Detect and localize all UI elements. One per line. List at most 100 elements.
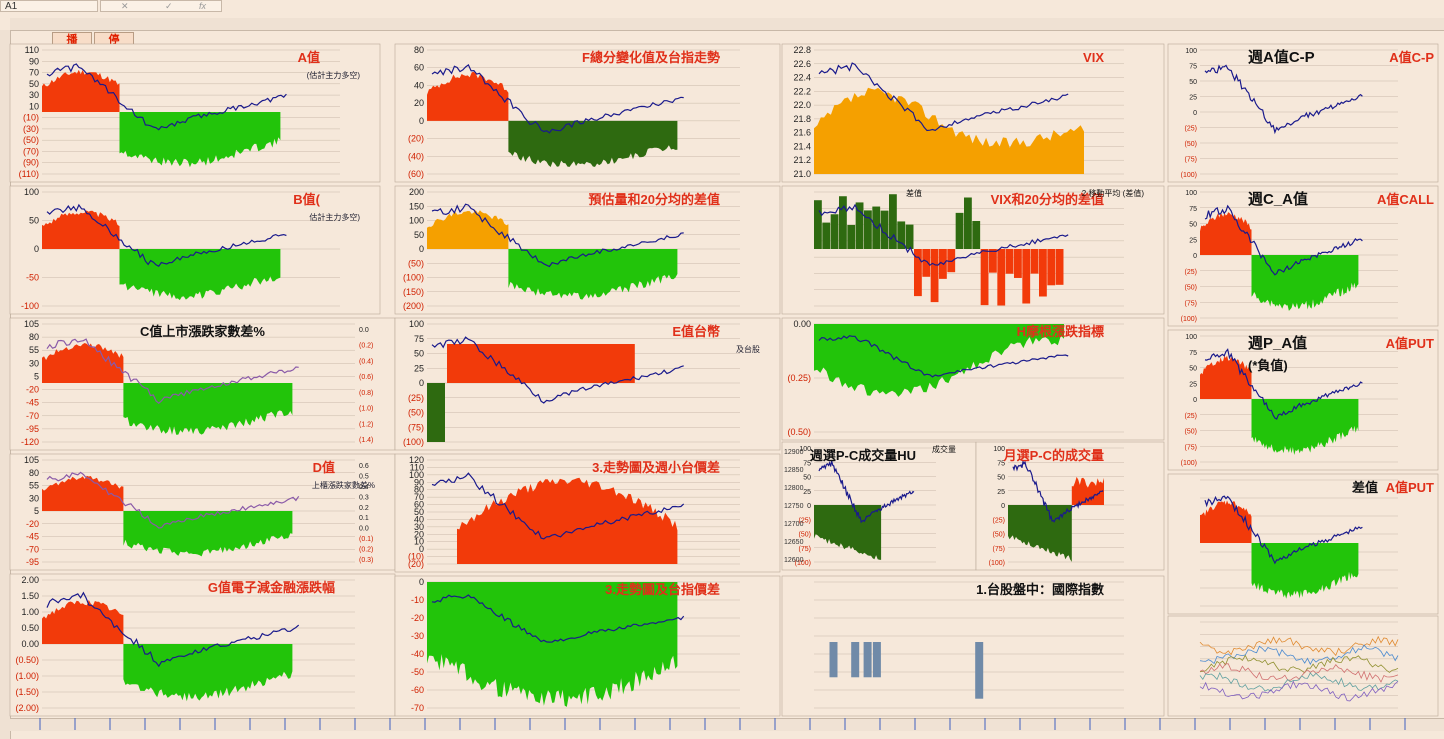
- y-tick-label: (1.00): [15, 671, 39, 681]
- positive-area: [42, 343, 124, 383]
- panel-title: 週P_A值: [1248, 334, 1307, 352]
- y-tick-label: 80: [414, 45, 424, 55]
- y-tick-label: -30: [411, 631, 424, 641]
- y-tick-label: 10: [414, 537, 424, 547]
- y-tick-label: (70): [23, 146, 39, 156]
- y-tick-label: 21.4: [793, 141, 811, 151]
- index-line: [1204, 204, 1363, 276]
- y-tick-label: 75: [803, 460, 811, 467]
- y2-tick-label: (0.4): [359, 358, 373, 365]
- name-box[interactable]: A1: [0, 0, 98, 12]
- y-tick-label: -20: [26, 519, 39, 529]
- y-tick-label: (50): [408, 408, 424, 418]
- y-tick-label: 55: [29, 481, 39, 491]
- spread-area: [457, 477, 678, 564]
- y-tick-label: (25): [993, 517, 1005, 524]
- bottom-axis-strip: [10, 718, 1444, 731]
- y-tick-label: 50: [414, 230, 424, 240]
- y-tick-label: 21.6: [793, 128, 811, 138]
- y-tick-label: 100: [409, 216, 424, 226]
- y-tick-label: (75): [1185, 444, 1197, 451]
- formula-bar[interactable]: ✕ ✓ fx: [100, 0, 222, 12]
- index-line: [1012, 459, 1104, 523]
- function-icon[interactable]: fx: [199, 1, 207, 11]
- negative-area: [1251, 255, 1359, 311]
- panel-title: C值上市漲跌家數差%: [140, 324, 265, 339]
- panel-subtitle: 及台股: [736, 344, 760, 354]
- diff-bar: [1014, 249, 1022, 278]
- y-tick-label: 100: [799, 446, 811, 453]
- panel-title: G值電子減金融漲跌幅: [208, 580, 335, 595]
- y-tick-label: -95: [26, 557, 39, 567]
- panel-frame: [394, 317, 781, 451]
- y-tick-label: 100: [993, 446, 1005, 453]
- panel-title: B值(: [293, 192, 320, 207]
- y-tick-label: (100): [1181, 316, 1197, 323]
- legend-label: 差值: [906, 188, 922, 198]
- chart-panel-6: 200 150 100 50 0 (50) (100) (150) (200) 預估量和20分均的…: [394, 185, 781, 315]
- y-tick-label: (75): [799, 546, 811, 553]
- y-tick-label: (60): [408, 169, 424, 179]
- y-tick-label: 70: [29, 68, 39, 78]
- y2-tick-label: (0.8): [359, 390, 373, 397]
- y-tick-label: 22.0: [793, 100, 811, 110]
- diff-bar: [847, 224, 856, 249]
- panel-title: A值: [298, 50, 320, 65]
- legend-label: 2 移動平均 (差值): [1082, 188, 1145, 198]
- y-tick-label: (30): [23, 124, 39, 134]
- chart-panel-19: 0 -10 -20 -30 -40 -50 -60 -70 3.走勢圖及台指價差: [394, 575, 781, 717]
- y-tick-label: 0: [1193, 397, 1197, 404]
- y-tick-label: 70: [414, 492, 424, 502]
- y-tick-label: (100): [989, 560, 1005, 567]
- chart-panel-15: 100 75 50 25 0 (25) (50) (75) (100) 12900 12850 128…: [781, 441, 977, 571]
- y-tick-label: 105: [24, 455, 39, 465]
- panel-title: 預估量和20分均的差值: [589, 192, 720, 207]
- y-tick-label: (50): [23, 135, 39, 145]
- y-tick-label: -50: [411, 667, 424, 677]
- y-tick-label: 50: [997, 475, 1005, 482]
- panel-title-2: A值CALL: [1377, 192, 1434, 207]
- confirm-icon[interactable]: ✓: [165, 1, 173, 11]
- index-line: [431, 472, 685, 540]
- chart-panel-8: 100 75 50 25 0 (25) (50) (75) (100) 週C_A值 A值CALL: [1167, 185, 1439, 327]
- y-tick-label: (100): [403, 437, 424, 447]
- y-tick-label: 60: [414, 63, 424, 73]
- y-tick-label: 0.00: [793, 319, 811, 329]
- column-headers[interactable]: [10, 18, 1444, 31]
- y-tick-label: 150: [409, 201, 424, 211]
- y-tick-label: 110: [25, 45, 39, 55]
- y-tick-label: 50: [29, 216, 39, 226]
- y-tick-label: (100): [403, 273, 424, 283]
- y-tick-label: 50: [803, 475, 811, 482]
- y-tick-label: 100: [409, 470, 424, 480]
- panel-title: E值台幣: [672, 324, 720, 339]
- index-line: [818, 203, 1069, 267]
- y-tick-label: 20: [414, 529, 424, 539]
- cancel-icon[interactable]: ✕: [121, 1, 129, 11]
- y-tick-label: -20: [26, 385, 39, 395]
- index-line: [818, 335, 1069, 378]
- y-tick-label: 100: [1185, 48, 1197, 55]
- y-tick-label: (25): [799, 517, 811, 524]
- negative-area: [508, 120, 678, 167]
- y2-tick-label: 0.0: [359, 327, 369, 334]
- y-tick-label: 25: [1189, 381, 1197, 388]
- y-tick-label: (25): [1185, 126, 1197, 133]
- index-line: [818, 62, 1069, 132]
- chart-panel-9: 105 80 55 30 5 -20 -45 -70 -95 -120 0.0 (0.2) (0.4) (…: [9, 317, 396, 451]
- chart-panel-3: 22.8 22.6 22.4 22.2 22.0 21.8 21.6 21.4 21.2 21.0…: [781, 43, 1165, 183]
- index-line: [46, 63, 287, 131]
- vix-area: [814, 87, 1084, 174]
- y-tick-label: (50): [993, 532, 1005, 539]
- chart-panel-13: 105 80 55 30 5 -20 -45 -70 -95 0.6 0.5 0.4 0.3 0.2 0.1…: [9, 453, 396, 571]
- y2-tick-label: 0.1: [359, 515, 369, 522]
- y-tick-label: 40: [414, 514, 424, 524]
- intl-bar: [863, 642, 872, 678]
- negative-area: [119, 249, 281, 301]
- index-line: [46, 471, 300, 529]
- diff-bar: [905, 224, 914, 249]
- y2-tick-label: 0.4: [359, 484, 369, 491]
- spread-area: [427, 582, 678, 707]
- y-tick-label: 0: [419, 244, 424, 254]
